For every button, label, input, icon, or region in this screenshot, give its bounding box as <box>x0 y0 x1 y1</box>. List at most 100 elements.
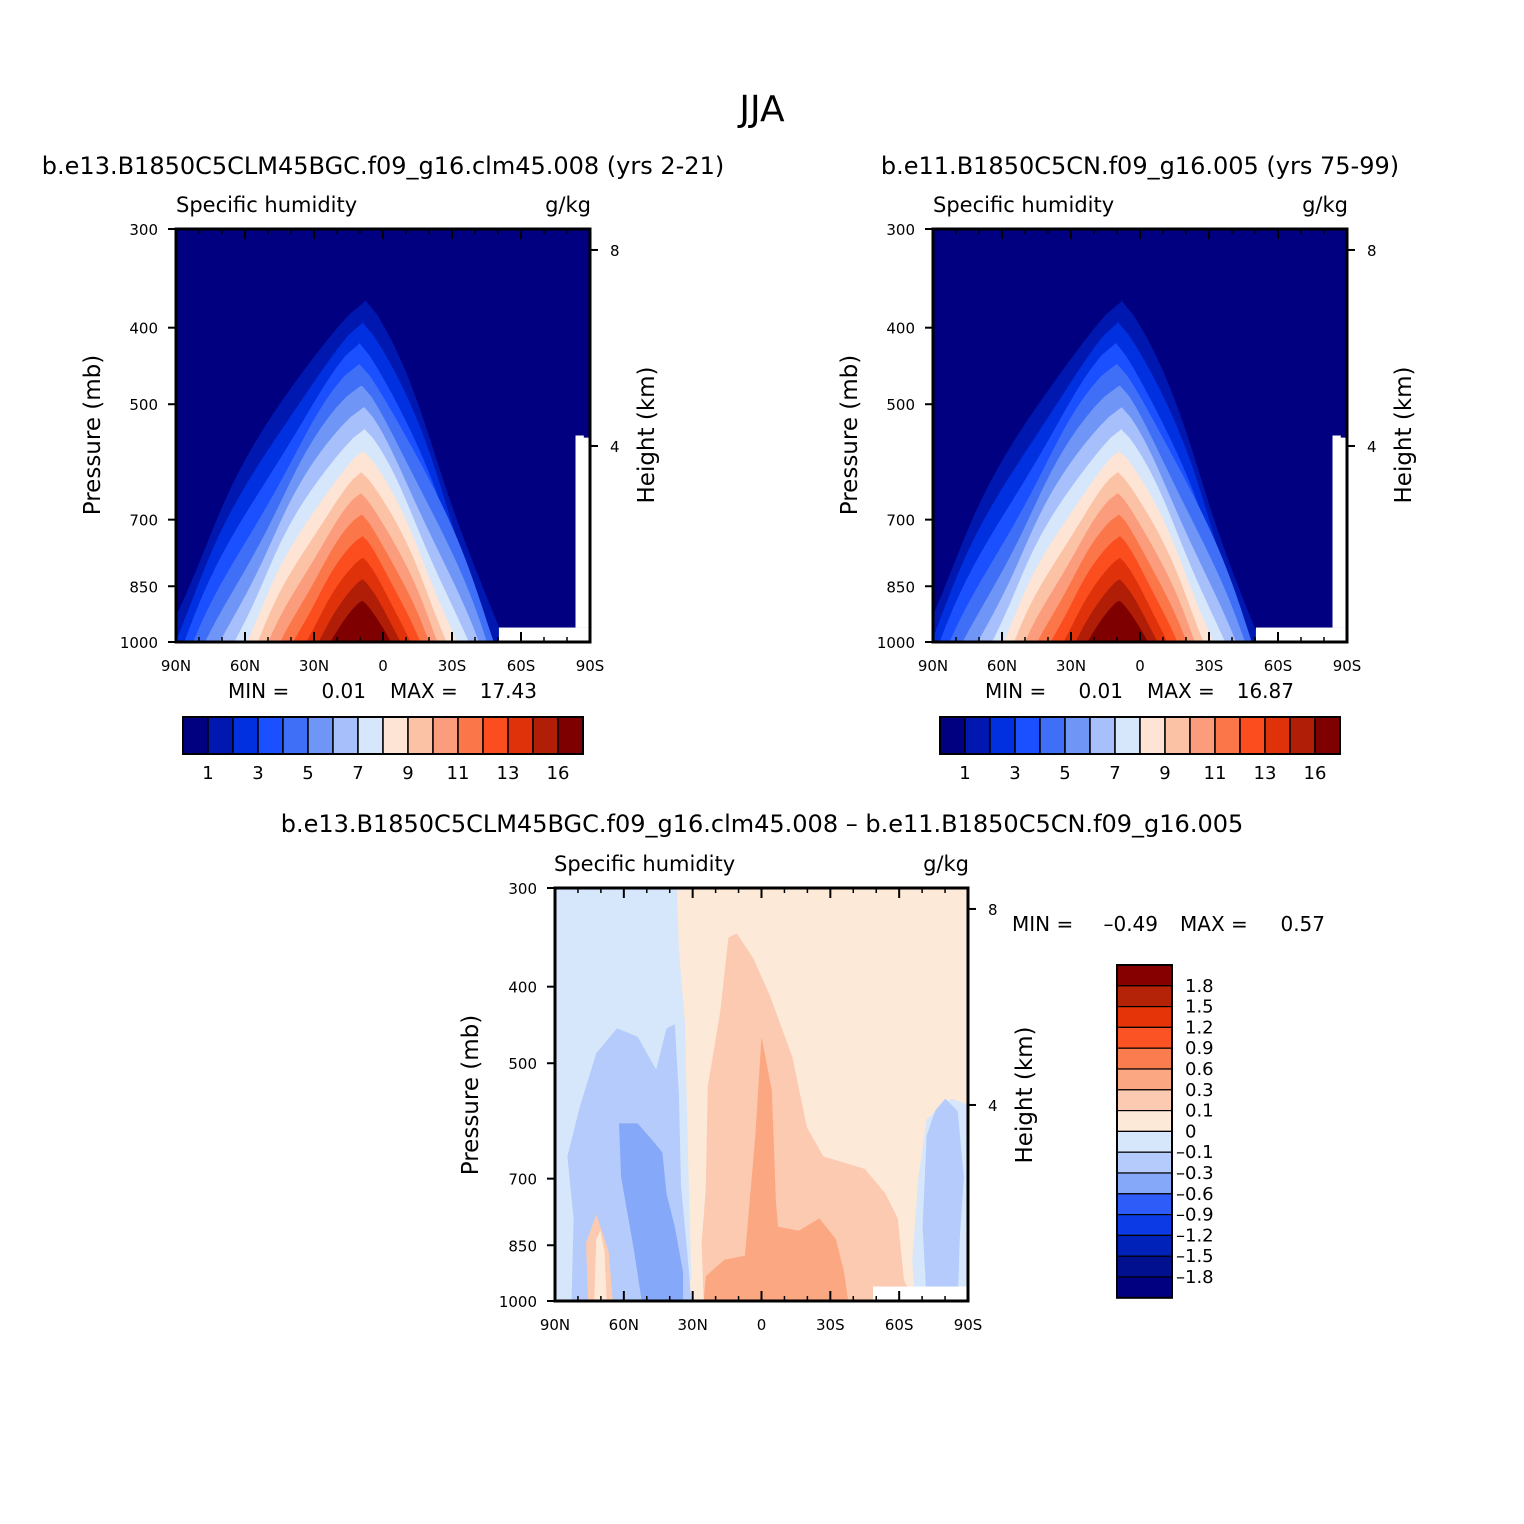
colorbar-box <box>1116 1130 1173 1153</box>
x-tick-label: 0 <box>378 657 388 675</box>
colorbar-label: 1.8 <box>1185 976 1214 997</box>
panel-2-plot-area: 90N 60N 30N 0 30S 60S 90S 300 400 500 700 850 1000 8 4 <box>877 221 1377 675</box>
colorbar-label: 5 <box>1059 763 1070 784</box>
colorbar-label: 5 <box>302 763 313 784</box>
panel-3-title: b.e13.B1850C5CLM45BGC.f09_g16.clm45.008 … <box>281 810 1244 838</box>
panel-3-left-string: Specific humidity <box>554 852 735 876</box>
missing-data-south <box>575 435 590 628</box>
panel-3: b.e13.B1850C5CLM45BGC.f09_g16.clm45.008 … <box>281 810 1325 1334</box>
colorbar-box <box>1116 1213 1173 1236</box>
y2-tick-label: 4 <box>1367 438 1377 456</box>
panel-1-right-string: g/kg <box>545 193 591 217</box>
x-tick-label: 90N <box>918 657 948 675</box>
colorbar-box <box>989 716 1016 755</box>
contour-band-15 <box>1087 600 1149 642</box>
colorbar-box <box>1189 716 1216 755</box>
colorbar-label: 3 <box>1009 763 1020 784</box>
colorbar-box <box>382 716 409 755</box>
panel-3-ticks: 90N 60N 30N 0 30S 60S 90S 300 400 500 700 850 1000 8 4 <box>499 880 998 1334</box>
panel-2-ticks: 90N 60N 30N 0 30S 60S 90S 300 400 500 700 850 1000 8 4 <box>877 221 1377 675</box>
y-tick-label: 850 <box>886 578 915 596</box>
colorbar-box <box>1314 716 1341 755</box>
colorbar-box <box>1214 716 1241 755</box>
colorbar-box <box>1064 716 1091 755</box>
colorbar-box <box>432 716 459 755</box>
panel-1-contour-fill <box>176 229 590 642</box>
y-tick-label: 700 <box>886 512 915 530</box>
y-tick-label: 300 <box>508 880 537 898</box>
colorbar-box <box>1264 716 1291 755</box>
panel-1-left-string: Specific humidity <box>176 193 357 217</box>
y-tick-label: 500 <box>508 1055 537 1073</box>
colorbar-box <box>282 716 309 755</box>
y-tick-label: 500 <box>886 396 915 414</box>
x-tick-label: 90N <box>161 657 191 675</box>
x-tick-label: 60S <box>507 657 536 675</box>
y2-tick-label: 4 <box>988 1097 998 1115</box>
x-tick-label: 60N <box>230 657 260 675</box>
panel-2-colorbar: 1 3 5 7 9 11 13 16 <box>939 716 1341 784</box>
panel-1-min-label: MIN = <box>228 679 289 703</box>
colorbar-label: –0.9 <box>1176 1205 1214 1226</box>
panel-1-max-value: 17.43 <box>480 679 537 703</box>
colorbar-label: –1.5 <box>1176 1246 1214 1267</box>
colorbar-box <box>232 716 259 755</box>
panel-1-y-label: Pressure (mb) <box>80 355 106 515</box>
colorbar-label: 1 <box>959 763 970 784</box>
panel-3-plot-area: 90N 60N 30N 0 30S 60S 90S 300 400 500 700 850 1000 8 4 <box>499 880 998 1334</box>
panel-2-y-label: Pressure (mb) <box>837 355 863 515</box>
colorbar-box <box>1116 1068 1173 1091</box>
colorbar-frame <box>1116 964 1173 1299</box>
colorbar-frame <box>182 716 584 755</box>
panel-3-min-value: –0.49 <box>1103 912 1158 936</box>
diff-band-negative-medium-3 <box>922 1098 964 1301</box>
y-tick-label: 1000 <box>877 634 915 652</box>
colorbar-box <box>1289 716 1316 755</box>
colorbar-label: 11 <box>447 763 470 784</box>
y2-tick-label: 8 <box>1367 242 1377 260</box>
colorbar-box <box>1116 1109 1173 1132</box>
x-tick-label: 90S <box>576 657 605 675</box>
y-tick-label: 850 <box>508 1237 537 1255</box>
x-tick-label: 30N <box>299 657 329 675</box>
x-tick-label: 90S <box>1333 657 1362 675</box>
colorbar-box <box>332 716 359 755</box>
colorbar-label: –1.2 <box>1176 1225 1214 1246</box>
colorbar-label: 0.1 <box>1185 1101 1214 1122</box>
y-tick-label: 300 <box>129 221 158 239</box>
panel-1-plot-area: 90N 60N 30N 0 30S 60S 90S 300 400 500 700 850 1000 8 4 <box>120 221 620 675</box>
colorbar-box <box>1116 1172 1173 1195</box>
colorbar-box <box>1116 1026 1173 1049</box>
colorbar-box <box>307 716 334 755</box>
y-tick-label: 300 <box>886 221 915 239</box>
colorbar-box <box>1014 716 1041 755</box>
panel-3-colorbar: 1.81.51.20.90.60.30.10–0.1–0.3–0.6–0.9–1… <box>1116 964 1214 1299</box>
colorbar-box <box>1116 1276 1173 1299</box>
y2-tick-label: 8 <box>610 242 620 260</box>
colorbar-label: 16 <box>547 763 570 784</box>
panel-2-left-string: Specific humidity <box>933 193 1114 217</box>
y-tick-label: 700 <box>508 1171 537 1189</box>
panel-1-y2-label: Height (km) <box>634 366 660 503</box>
colorbar-box <box>507 716 534 755</box>
colorbar-label: 13 <box>497 763 520 784</box>
colorbar-box <box>1116 1255 1173 1278</box>
colorbar-box <box>482 716 509 755</box>
x-tick-label: 30N <box>678 1316 708 1334</box>
contour-band-15 <box>330 600 392 642</box>
y-tick-label: 1000 <box>499 1293 537 1311</box>
colorbar-box <box>257 716 284 755</box>
diff-band-positive-large <box>703 1036 849 1301</box>
panel-3-y-label: Pressure (mb) <box>458 1015 484 1175</box>
colorbar-label: 1.5 <box>1185 997 1214 1018</box>
colorbar-label: –0.3 <box>1176 1163 1214 1184</box>
colorbar-box <box>964 716 991 755</box>
y2-tick-label: 8 <box>988 901 998 919</box>
diff-band-positive-small-spot <box>594 1230 607 1301</box>
colorbar-box <box>1116 1151 1173 1174</box>
missing-data-south <box>1332 435 1347 628</box>
colorbar-box <box>939 716 966 755</box>
colorbar-box <box>357 716 384 755</box>
panel-3-max-value: 0.57 <box>1280 912 1325 936</box>
